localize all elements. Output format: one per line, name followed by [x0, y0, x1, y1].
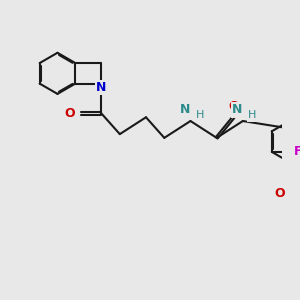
Text: N: N: [180, 103, 190, 116]
Text: O: O: [228, 100, 239, 112]
Text: N: N: [96, 81, 107, 94]
Text: F: F: [294, 146, 300, 158]
Text: N: N: [232, 103, 242, 116]
Text: O: O: [64, 107, 75, 120]
Text: O: O: [274, 188, 285, 200]
Text: H: H: [248, 110, 256, 120]
Text: H: H: [196, 110, 204, 120]
